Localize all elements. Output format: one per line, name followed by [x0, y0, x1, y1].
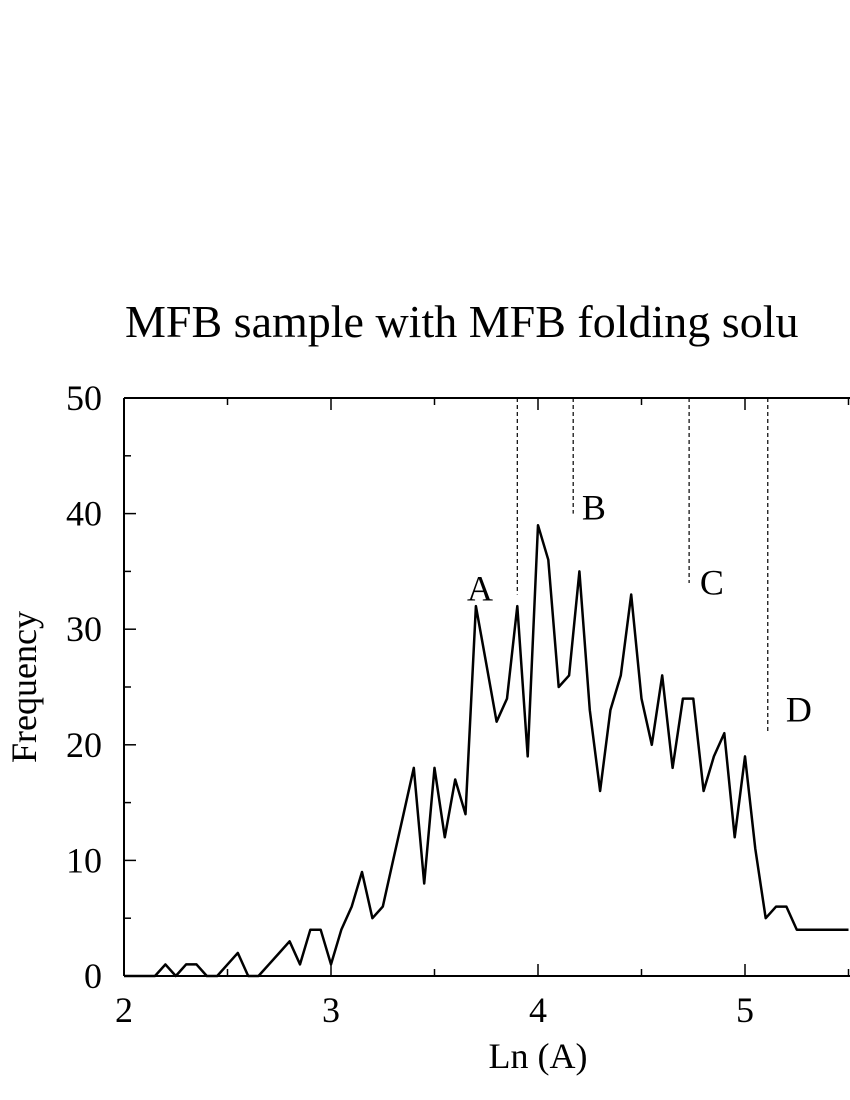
y-tick-label: 30 [66, 609, 102, 649]
annotation-label-b: B [582, 487, 606, 527]
x-tick-label: 5 [736, 990, 754, 1030]
y-tick-label: 10 [66, 840, 102, 880]
axes [123, 397, 850, 977]
annotation-label-d: D [786, 690, 812, 730]
ticks: 0 10 20 30 40 50 2 3 4 5 [66, 378, 850, 1030]
chart-title: MFB sample with MFB folding solu [125, 296, 798, 347]
x-axis-title: Ln (A) [489, 1036, 588, 1076]
y-tick-label: 50 [66, 378, 102, 418]
annotation-guides [516, 398, 769, 734]
annotation-label-c: C [700, 563, 724, 603]
y-tick-label: 20 [66, 725, 102, 765]
y-tick-label: 0 [84, 956, 102, 996]
x-tick-label: 2 [115, 990, 133, 1030]
y-axis-title: Frequency [4, 611, 44, 763]
y-tick-label: 40 [66, 494, 102, 534]
x-tick-label: 3 [322, 990, 340, 1030]
labels: A B C D [467, 487, 812, 729]
x-tick-label: 4 [529, 990, 547, 1030]
series-line-0 [124, 523, 849, 978]
annotation-label-a: A [467, 568, 493, 608]
series [124, 523, 849, 978]
